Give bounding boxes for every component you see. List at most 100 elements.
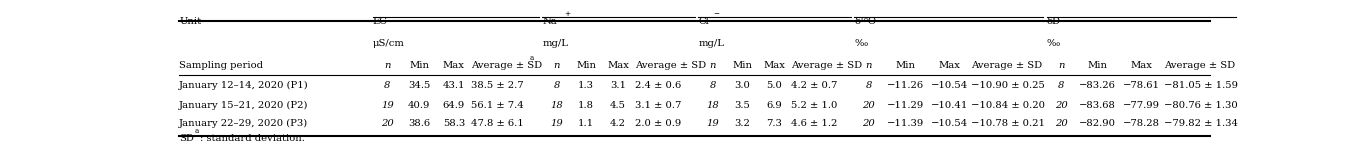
Text: −80.76 ± 1.30: −80.76 ± 1.30 [1164,101,1238,110]
Text: 1.8: 1.8 [578,101,594,110]
Text: 1.1: 1.1 [578,119,594,128]
Text: 20: 20 [863,119,875,128]
Text: mg/L: mg/L [543,39,568,48]
Text: 3.1 ± 0.7: 3.1 ± 0.7 [636,101,682,110]
Text: −82.90: −82.90 [1079,119,1116,128]
Text: EC: EC [373,17,387,26]
Text: 5.0: 5.0 [765,81,782,90]
Text: a: a [529,54,535,62]
Text: −10.41: −10.41 [930,101,968,110]
Text: 3.5: 3.5 [734,101,751,110]
Text: 19: 19 [706,119,720,128]
Text: 64.9: 64.9 [443,101,464,110]
Text: −81.05 ± 1.59: −81.05 ± 1.59 [1164,81,1238,90]
Text: : standard deviation.: : standard deviation. [200,134,305,143]
Text: 20: 20 [381,119,394,128]
Text: Max: Max [608,61,629,70]
Text: 2.4 ± 0.6: 2.4 ± 0.6 [636,81,682,90]
Text: January 12–14, 2020 (P1): January 12–14, 2020 (P1) [180,81,309,90]
Text: −83.68: −83.68 [1080,101,1116,110]
Text: 4.6 ± 1.2: 4.6 ± 1.2 [791,119,837,128]
Text: 4.2: 4.2 [610,119,626,128]
Text: Max: Max [443,61,464,70]
Text: 58.3: 58.3 [443,119,464,128]
Text: January 15–21, 2020 (P2): January 15–21, 2020 (P2) [180,101,309,110]
Text: n: n [710,61,716,70]
Text: 19: 19 [381,101,394,110]
Text: −79.82 ± 1.34: −79.82 ± 1.34 [1164,119,1238,128]
Text: −78.61: −78.61 [1123,81,1160,90]
Text: δ¹⁸O: δ¹⁸O [855,17,876,26]
Text: 20: 20 [1054,101,1068,110]
Text: Min: Min [895,61,915,70]
Text: 34.5: 34.5 [408,81,431,90]
Text: 56.1 ± 7.4: 56.1 ± 7.4 [471,101,524,110]
Text: Average ± SD: Average ± SD [471,61,543,70]
Text: 20: 20 [863,101,875,110]
Text: n: n [385,61,390,70]
Text: Max: Max [938,61,960,70]
Text: Average ± SD: Average ± SD [1164,61,1235,70]
Text: 7.3: 7.3 [765,119,782,128]
Text: μS/cm: μS/cm [373,39,405,48]
Text: mg/L: mg/L [698,39,724,48]
Text: Average ± SD: Average ± SD [636,61,706,70]
Text: −10.54: −10.54 [930,119,968,128]
Text: 3.2: 3.2 [734,119,751,128]
Text: 4.2 ± 0.7: 4.2 ± 0.7 [791,81,837,90]
Text: 18: 18 [551,101,563,110]
Text: 8: 8 [865,81,872,90]
Text: n: n [1058,61,1064,70]
Text: 6.9: 6.9 [767,101,782,110]
Text: −10.78 ± 0.21: −10.78 ± 0.21 [971,119,1045,128]
Text: ‰: ‰ [855,39,867,48]
Text: 43.1: 43.1 [443,81,466,90]
Text: 2.0 ± 0.9: 2.0 ± 0.9 [636,119,682,128]
Text: 8: 8 [1058,81,1064,90]
Text: Min: Min [576,61,597,70]
Text: Unit: Unit [180,17,201,26]
Text: −11.39: −11.39 [887,119,923,128]
Text: Min: Min [409,61,429,70]
Text: 3.0: 3.0 [734,81,751,90]
Text: Average ± SD: Average ± SD [791,61,863,70]
Text: Min: Min [732,61,752,70]
Text: 47.8 ± 6.1: 47.8 ± 6.1 [471,119,524,128]
Text: 19: 19 [551,119,563,128]
Text: 5.2 ± 1.0: 5.2 ± 1.0 [791,101,837,110]
Text: −11.29: −11.29 [887,101,923,110]
Text: Min: Min [1088,61,1108,70]
Text: SD: SD [180,134,194,143]
Text: −83.26: −83.26 [1080,81,1116,90]
Text: 40.9: 40.9 [408,101,431,110]
Text: −11.26: −11.26 [887,81,923,90]
Text: −10.84 ± 0.20: −10.84 ± 0.20 [971,101,1045,110]
Text: n: n [865,61,872,70]
Text: Average ± SD: Average ± SD [971,61,1042,70]
Text: Max: Max [1131,61,1153,70]
Text: 18: 18 [706,101,720,110]
Text: −10.90 ± 0.25: −10.90 ± 0.25 [971,81,1045,90]
Text: 8: 8 [385,81,390,90]
Text: 38.6: 38.6 [408,119,431,128]
Text: 1.3: 1.3 [578,81,594,90]
Text: −: − [713,9,720,17]
Text: 4.5: 4.5 [610,101,626,110]
Text: Max: Max [763,61,784,70]
Text: +: + [564,9,570,17]
Text: δD: δD [1046,17,1061,26]
Text: 8: 8 [710,81,716,90]
Text: n: n [554,61,560,70]
Text: Cl: Cl [698,17,709,26]
Text: Sampling period: Sampling period [180,61,263,70]
Text: 38.5 ± 2.7: 38.5 ± 2.7 [471,81,524,90]
Text: 3.1: 3.1 [610,81,626,90]
Text: −77.99: −77.99 [1123,101,1160,110]
Text: 8: 8 [554,81,560,90]
Text: −10.54: −10.54 [930,81,968,90]
Text: 20: 20 [1054,119,1068,128]
Text: ‰: ‰ [1046,39,1060,48]
Text: Na: Na [543,17,558,26]
Text: January 22–29, 2020 (P3): January 22–29, 2020 (P3) [180,119,308,128]
Text: −78.28: −78.28 [1123,119,1160,128]
